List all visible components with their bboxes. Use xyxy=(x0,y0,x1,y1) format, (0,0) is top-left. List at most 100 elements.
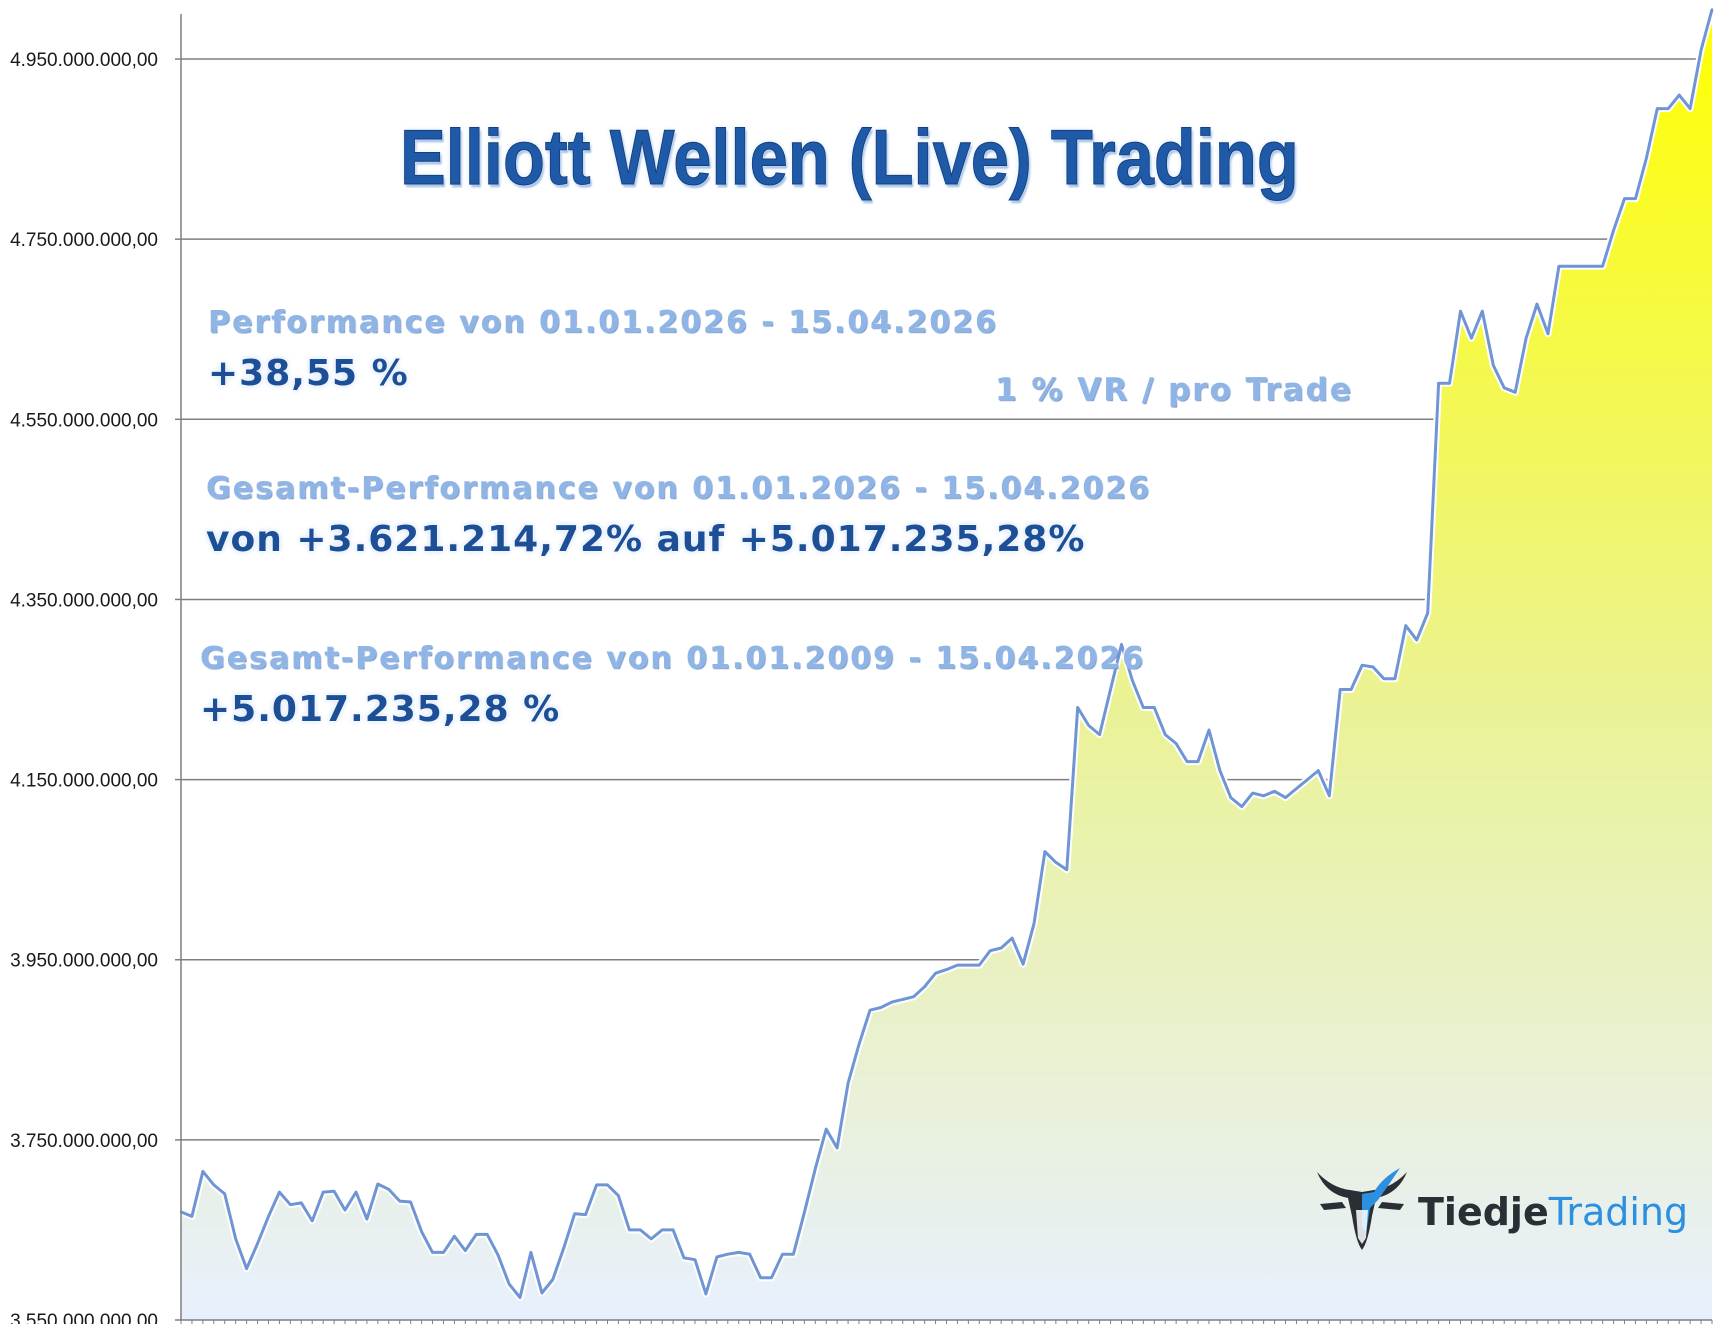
data-point xyxy=(486,1233,489,1236)
data-point xyxy=(835,1146,839,1150)
data-point xyxy=(376,1182,379,1186)
data-point xyxy=(1207,728,1211,732)
data-point xyxy=(311,1219,314,1223)
data-point xyxy=(1601,265,1604,268)
data-point xyxy=(606,1183,609,1187)
data-point xyxy=(639,1228,642,1232)
data-point xyxy=(507,1282,511,1286)
data-point xyxy=(825,1127,828,1131)
data-point xyxy=(201,1170,205,1173)
data-point xyxy=(431,1251,434,1254)
data-point xyxy=(715,1255,719,1259)
data-point xyxy=(453,1235,456,1238)
data-point xyxy=(475,1233,478,1236)
data-point xyxy=(1557,265,1561,268)
data-point xyxy=(650,1237,653,1241)
data-point xyxy=(289,1203,292,1206)
data-point xyxy=(923,985,926,988)
total-performance-2026-label: Gesamt-Performance von 01.01.2026 - 15.0… xyxy=(206,471,1152,506)
data-point xyxy=(857,1043,861,1046)
data-point xyxy=(814,1167,817,1170)
data-point xyxy=(1656,107,1659,110)
data-point xyxy=(1273,790,1276,793)
data-point xyxy=(846,1081,850,1085)
data-point xyxy=(1612,229,1615,232)
data-point xyxy=(1437,382,1440,385)
data-point xyxy=(529,1251,533,1254)
data-point xyxy=(671,1228,675,1232)
y-axis-tick-labels: 3.550.000.000,00 3.750.000.000,00 3.950.00… xyxy=(10,50,158,1324)
data-point xyxy=(1590,265,1593,268)
total-performance-2026-value: von +3.621.214,72% auf +5.017.235,28% xyxy=(206,519,1086,560)
data-point xyxy=(278,1190,281,1194)
data-point xyxy=(1514,391,1517,394)
data-point xyxy=(1448,382,1451,385)
data-point xyxy=(1371,665,1375,669)
data-point xyxy=(518,1296,522,1299)
data-point xyxy=(1153,706,1156,709)
data-point xyxy=(1295,787,1298,790)
data-point xyxy=(912,995,915,998)
data-point xyxy=(934,972,937,975)
data-point xyxy=(628,1228,631,1232)
data-point xyxy=(1000,946,1003,950)
data-point xyxy=(223,1192,226,1196)
data-point xyxy=(1131,679,1134,682)
data-point xyxy=(868,1009,872,1012)
data-point xyxy=(682,1256,686,1260)
data-point xyxy=(343,1208,347,1212)
data-point xyxy=(759,1276,762,1279)
data-point xyxy=(1524,337,1528,340)
data-point xyxy=(1021,963,1025,966)
data-point xyxy=(693,1258,697,1261)
data-point xyxy=(442,1251,445,1254)
data-point xyxy=(1142,706,1145,709)
data-point xyxy=(551,1278,554,1281)
data-point xyxy=(267,1215,270,1218)
data-point xyxy=(1339,688,1342,691)
data-point xyxy=(1349,688,1353,691)
data-point xyxy=(496,1254,500,1257)
data-point xyxy=(1546,332,1550,335)
data-point xyxy=(595,1183,598,1187)
data-point xyxy=(901,998,904,1001)
data-point xyxy=(1492,364,1495,367)
data-point xyxy=(1306,778,1309,781)
data-point xyxy=(1459,310,1462,313)
data-point xyxy=(1175,742,1178,745)
data-point xyxy=(1667,107,1670,110)
data-point xyxy=(1010,936,1014,940)
data-point xyxy=(1262,794,1265,797)
y-tick-label: 4.550.000.000,00 xyxy=(10,410,158,431)
data-point xyxy=(1382,677,1386,680)
total-performance-2009-label: Gesamt-Performance von 01.01.2009 - 15.0… xyxy=(200,641,1146,676)
risk-note: 1 % VR / pro Trade xyxy=(995,372,1353,408)
tiedjetrading-logo: TiedjeTrading xyxy=(1312,1164,1688,1259)
data-point xyxy=(1328,794,1331,797)
data-point xyxy=(1251,791,1254,795)
data-point xyxy=(617,1194,620,1197)
data-point xyxy=(967,963,970,967)
logo-text-tiedje: Tiedje xyxy=(1418,1189,1549,1234)
data-point xyxy=(1634,197,1637,200)
data-point xyxy=(562,1246,565,1250)
data-point xyxy=(1109,688,1112,691)
data-point xyxy=(1623,197,1626,200)
y-tick-label: 3.550.000.000,00 xyxy=(10,1311,158,1324)
y-tick-label: 3.950.000.000,00 xyxy=(10,951,158,972)
data-point xyxy=(1568,265,1572,268)
grid-lines xyxy=(181,58,1712,1141)
data-point xyxy=(1196,760,1200,763)
y-tick-label: 4.950.000.000,00 xyxy=(10,50,158,71)
data-point xyxy=(1645,156,1648,160)
logo-text-trading: Trading xyxy=(1548,1189,1689,1234)
data-point xyxy=(978,963,981,967)
data-point xyxy=(890,1000,893,1004)
series-area-fill xyxy=(181,9,1712,1320)
data-point xyxy=(1426,611,1429,615)
data-point xyxy=(1688,107,1692,110)
data-point xyxy=(1098,733,1101,736)
data-point xyxy=(540,1291,544,1295)
data-point xyxy=(956,963,959,967)
